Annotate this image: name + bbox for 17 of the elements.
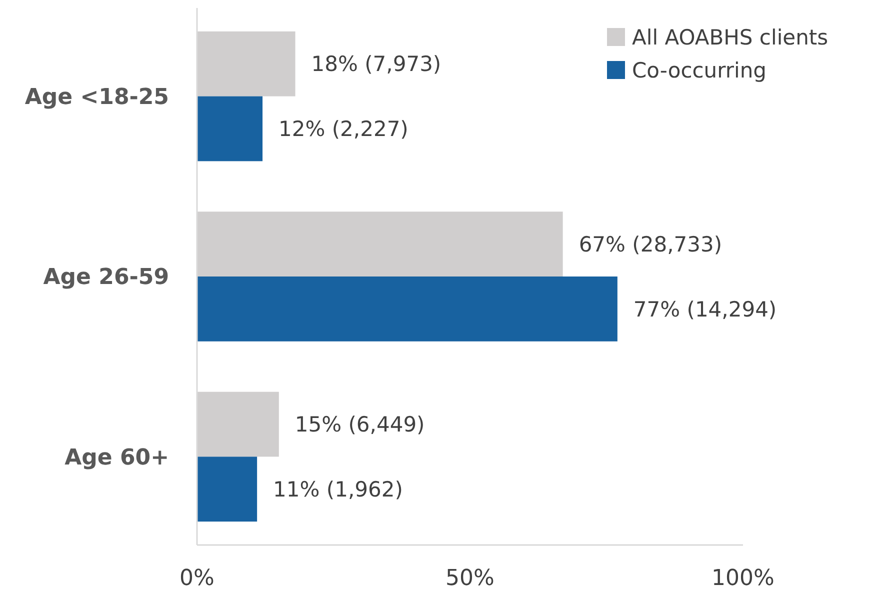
data-label: 67% (28,733): [578, 232, 722, 256]
y-tick-label: Age 26-59: [43, 265, 169, 290]
data-label: 12% (2,227): [278, 117, 408, 142]
legend-label: Co-occurring: [632, 58, 766, 82]
x-tick-label: 50%: [446, 566, 494, 591]
data-label: 11% (1,962): [273, 477, 403, 502]
y-tick-label: Age 60+: [64, 445, 169, 470]
bar: [197, 456, 258, 522]
bar: [197, 96, 263, 162]
x-tick-label: 100%: [712, 566, 774, 591]
x-tick-label: 0%: [180, 566, 214, 591]
legend-label: All AOABHS clients: [632, 25, 828, 50]
data-label: 77% (14,294): [633, 297, 777, 322]
data-label: 18% (7,973): [311, 52, 442, 76]
bar: [197, 276, 618, 342]
data-label: 15% (6,449): [294, 412, 425, 437]
y-tick-label: Age <18-25: [24, 85, 169, 110]
